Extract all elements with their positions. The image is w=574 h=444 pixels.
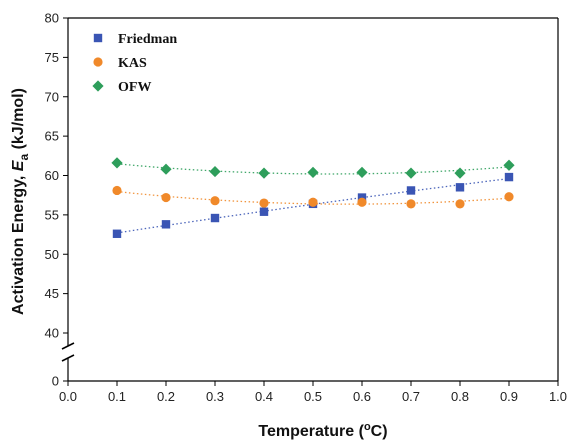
x-tick-label: 0.7 <box>402 389 420 404</box>
point-kas <box>112 185 122 196</box>
point-kas <box>357 197 367 207</box>
point-friedman <box>455 183 465 192</box>
point-friedman <box>406 186 416 195</box>
point-ofw <box>307 166 319 178</box>
axes: 0.0 0.1 0.2 0.3 0.4 0.5 0.6 0.7 0.8 0.9 1.0 0 40 45 50… <box>45 11 568 405</box>
point-kas <box>504 192 514 202</box>
plot-area <box>111 157 515 238</box>
y-tick-label: 75 <box>45 50 59 65</box>
legend-marker-friedman <box>93 33 103 43</box>
y-tick-label: 65 <box>45 129 59 144</box>
point-ofw <box>356 166 368 178</box>
point-friedman <box>259 207 269 216</box>
point-kas <box>455 199 465 209</box>
legend-marker-kas <box>93 57 103 67</box>
x-tick-label: 0.0 <box>59 389 77 404</box>
point-kas <box>308 197 318 207</box>
point-ofw <box>160 163 172 175</box>
legend-label-ofw: OFW <box>118 80 151 95</box>
y-tick-label: 70 <box>45 89 59 104</box>
x-tick-label: 1.0 <box>549 389 567 404</box>
x-tick-label: 0.5 <box>304 389 322 404</box>
point-ofw <box>209 165 221 178</box>
axis-break-mark-upper <box>61 342 75 350</box>
legend-entry-friedman: Friedman <box>93 32 177 47</box>
point-kas <box>406 199 416 209</box>
y-axis-title: Activation Energy, Ea (kJ/mol) <box>10 88 31 315</box>
axis-break-mark-lower <box>61 354 75 362</box>
point-ofw <box>405 167 417 179</box>
point-ofw <box>503 159 515 171</box>
point-kas <box>210 196 220 206</box>
point-ofw <box>111 157 123 169</box>
y-tick-label: 55 <box>45 207 59 222</box>
legend-label-friedman: Friedman <box>118 32 177 47</box>
x-tick-label: 0.1 <box>108 389 126 404</box>
legend-label-kas: KAS <box>118 56 147 71</box>
series-kas <box>112 185 514 209</box>
legend-marker-ofw <box>92 80 104 92</box>
axis-titles: Temperature (oC) Activation Energy, Ea (… <box>10 88 388 440</box>
x-tick-label: 0.9 <box>500 389 518 404</box>
point-kas <box>259 198 269 208</box>
y-tick-label: 80 <box>45 11 59 26</box>
point-kas <box>161 192 171 203</box>
series-ofw <box>111 157 515 179</box>
legend-entry-ofw: OFW <box>92 80 151 95</box>
x-tick-label: 0.2 <box>157 389 175 404</box>
y-tick-label: 0 <box>52 374 59 389</box>
x-axis-title: Temperature (oC) <box>258 421 387 440</box>
point-ofw <box>454 167 466 179</box>
legend: Friedman KAS OFW <box>92 32 177 95</box>
point-friedman <box>210 213 220 223</box>
point-ofw <box>258 167 270 179</box>
y-tick-label: 40 <box>45 326 59 341</box>
x-tick-label: 0.4 <box>255 389 273 404</box>
y-tick-label: 50 <box>45 247 59 262</box>
y-tick-label: 45 <box>45 286 59 301</box>
x-tick-label: 0.6 <box>353 389 371 404</box>
x-tick-label: 0.3 <box>206 389 224 404</box>
x-tick-label: 0.8 <box>451 389 469 404</box>
point-friedman <box>504 172 514 182</box>
point-friedman <box>161 220 171 229</box>
point-friedman <box>112 229 122 238</box>
y-tick-label: 60 <box>45 168 59 183</box>
point-friedman <box>357 193 367 202</box>
legend-entry-kas: KAS <box>93 56 147 71</box>
